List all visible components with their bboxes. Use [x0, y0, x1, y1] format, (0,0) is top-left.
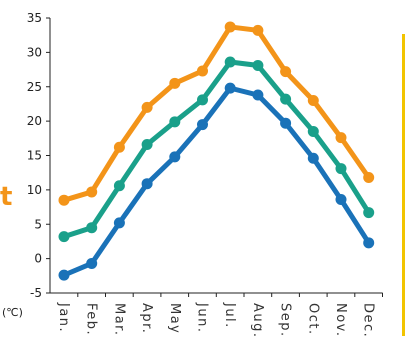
- x-tick-label: Oct.: [305, 303, 320, 336]
- data-point: [224, 82, 236, 94]
- x-tick-label: Mar.: [111, 303, 126, 336]
- data-point: [252, 89, 264, 101]
- data-point: [252, 59, 264, 71]
- data-point: [58, 194, 70, 206]
- series-line: [61, 24, 372, 203]
- y-tick-label: -5: [30, 286, 42, 300]
- data-point: [86, 222, 98, 234]
- data-point: [113, 217, 125, 229]
- data-point: [58, 269, 70, 281]
- data-point: [113, 141, 125, 153]
- x-tick-label: Sep.: [278, 303, 293, 338]
- y-tick-label: 0: [34, 252, 42, 266]
- data-point: [86, 257, 98, 269]
- series-line: [61, 85, 372, 278]
- y-tick-label: 20: [27, 114, 42, 128]
- data-point: [113, 180, 125, 192]
- data-point: [307, 152, 319, 164]
- x-tick-label: Nov.: [333, 303, 348, 338]
- data-point: [224, 56, 236, 68]
- y-tick-label: 15: [27, 149, 42, 163]
- data-point: [141, 139, 153, 150]
- side-glyph-text: t: [0, 182, 12, 212]
- axes: -5 0 5 10 15 20 25 30 35 Jan. Feb. Mar. Apr. May Jun. J…: [27, 11, 383, 339]
- x-tick-label: Aug.: [250, 303, 265, 338]
- data-point: [197, 65, 208, 77]
- y-tick-label: 5: [34, 217, 42, 231]
- data-point: [169, 116, 181, 128]
- data-point: [197, 94, 208, 106]
- unit-label: (℃): [2, 306, 23, 319]
- data-point: [197, 119, 208, 131]
- data-point: [335, 132, 347, 144]
- x-tick-label: Jan.: [56, 302, 71, 333]
- data-point: [58, 231, 70, 243]
- y-tick-label: 35: [27, 11, 42, 25]
- data-point: [363, 207, 375, 219]
- data-point: [224, 21, 236, 33]
- data-point: [169, 77, 181, 89]
- series-0: [58, 21, 375, 206]
- x-tick-label: Feb.: [84, 303, 99, 336]
- x-tick-label: Jun.: [195, 302, 210, 333]
- data-point: [141, 101, 153, 113]
- data-point: [307, 125, 319, 137]
- data-point: [280, 117, 292, 129]
- series-layer: [58, 21, 375, 281]
- data-point: [335, 194, 347, 205]
- data-point: [363, 237, 375, 249]
- series-1: [58, 56, 375, 243]
- data-point: [252, 24, 264, 36]
- data-point: [363, 172, 375, 183]
- y-tick-label: 10: [27, 183, 42, 197]
- data-point: [280, 66, 292, 78]
- data-point: [280, 93, 292, 105]
- data-point: [307, 95, 319, 106]
- x-tick-label: Dec.: [361, 303, 376, 338]
- x-tick-label: Jul.: [222, 302, 237, 329]
- data-point: [335, 163, 347, 175]
- series-line: [61, 59, 372, 240]
- y-tick-label: 25: [27, 80, 42, 94]
- data-point: [141, 178, 153, 190]
- data-point: [169, 151, 181, 163]
- x-tick-label: May: [167, 303, 182, 334]
- y-tick-label: 30: [27, 45, 42, 59]
- data-point: [86, 186, 98, 198]
- series-2: [58, 82, 375, 281]
- x-tick-label: Apr.: [139, 303, 154, 334]
